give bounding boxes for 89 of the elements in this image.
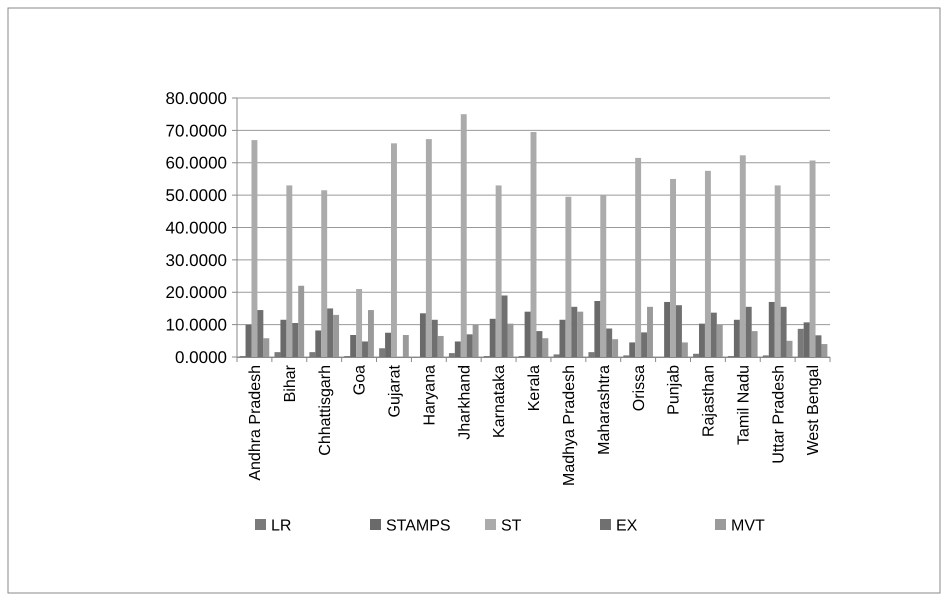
bar	[704, 170, 711, 357]
y-tick-label: 70.0000	[166, 121, 227, 140]
bar	[327, 308, 334, 357]
x-tick-label: Rajasthan	[700, 365, 718, 438]
bar	[664, 302, 670, 357]
x-tick-label: Andhra Pradesh	[247, 365, 264, 481]
bar	[362, 341, 368, 357]
bar	[565, 196, 572, 357]
bar	[676, 305, 682, 357]
bar	[774, 185, 781, 357]
x-tick-label: Bihar	[282, 364, 299, 402]
bar	[629, 342, 636, 357]
bar	[768, 302, 775, 357]
x-tick-label: Gujarat	[386, 364, 404, 418]
bar	[734, 320, 740, 357]
bar	[496, 185, 502, 357]
y-tick-label: 0.0000	[175, 348, 227, 367]
legend-label: EX	[616, 518, 638, 535]
bar	[454, 341, 461, 357]
x-tick-label: Punjab	[666, 364, 683, 415]
bar	[536, 331, 542, 357]
x-tick-label: Maharashtra	[596, 364, 613, 455]
bar	[321, 190, 328, 357]
y-tick-label: 30.0000	[166, 250, 227, 270]
x-tick-label: Tamil Nadu	[735, 365, 752, 446]
bar	[740, 155, 746, 357]
bar	[350, 334, 356, 357]
bar	[810, 160, 816, 357]
bar	[385, 332, 392, 357]
legend-label: ST	[501, 518, 522, 535]
y-tick-label: 50.0000	[166, 186, 227, 206]
legend-label: MVT	[731, 518, 765, 535]
bar	[798, 328, 804, 357]
y-tick-label: 20.0000	[166, 283, 227, 302]
bar	[251, 140, 258, 357]
bar	[379, 348, 386, 357]
x-tick-label: Karnataka	[491, 364, 508, 438]
bar	[432, 320, 438, 357]
x-tick-label: Kerala	[526, 364, 544, 412]
y-tick-label: 40.0000	[166, 218, 227, 238]
bar	[524, 312, 531, 357]
bar	[559, 320, 566, 357]
bar	[600, 195, 606, 357]
bar	[246, 324, 252, 357]
bar	[460, 114, 467, 357]
bar	[746, 306, 752, 357]
x-tick-label: Jharkhand	[456, 365, 474, 440]
bar	[670, 178, 676, 357]
bar	[594, 300, 600, 357]
bar	[391, 143, 397, 357]
bar	[286, 185, 292, 357]
bar	[426, 139, 432, 357]
x-tick-label: Haryana	[421, 364, 438, 426]
y-tick-label: 80.0000	[166, 88, 227, 108]
bar	[530, 132, 536, 357]
x-tick-label: Goa	[352, 364, 369, 396]
bar	[490, 318, 496, 357]
bar	[710, 312, 717, 357]
bar	[606, 328, 612, 357]
legend-label: LR	[271, 518, 292, 535]
bar	[780, 306, 787, 357]
y-tick-label: 60.0000	[166, 154, 227, 173]
x-tick-label: West Bengal	[805, 365, 822, 456]
bar	[280, 320, 286, 357]
bar	[804, 322, 810, 357]
bar	[588, 352, 594, 357]
bar	[448, 353, 455, 357]
bar	[274, 352, 280, 357]
bar	[309, 352, 316, 357]
bar	[356, 289, 362, 357]
bar	[641, 332, 648, 357]
x-tick-label: Uttar Pradesh	[770, 365, 788, 464]
y-tick-label: 10.0000	[166, 316, 227, 335]
bar	[466, 334, 473, 357]
bar	[257, 310, 264, 357]
x-tick-label: Madhya Pradesh	[560, 365, 578, 486]
bar	[816, 335, 822, 357]
bar	[699, 324, 705, 357]
bar	[693, 354, 700, 357]
bar	[420, 313, 426, 357]
bar	[292, 323, 298, 357]
bar	[571, 306, 578, 357]
bar	[315, 330, 322, 357]
bar	[502, 295, 508, 357]
legend-label: STAMPS	[386, 518, 451, 535]
bar	[554, 354, 560, 357]
x-tick-label: Chhattisgarh	[316, 365, 334, 456]
x-tick-label: Orissa	[630, 364, 648, 412]
bar	[635, 158, 642, 357]
